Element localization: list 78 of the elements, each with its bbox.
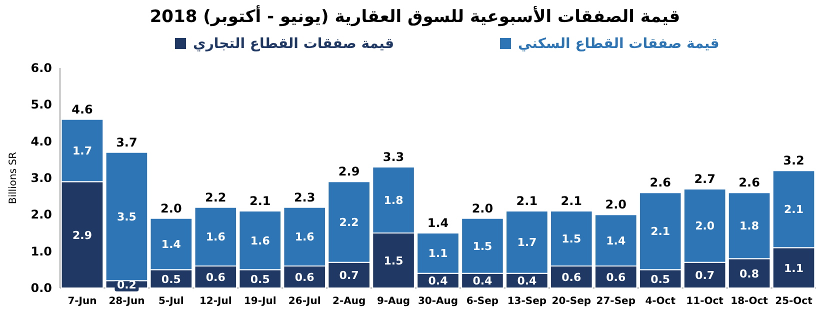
x-tick-label: 25-Oct (775, 296, 813, 307)
data-label: 2.1 (650, 225, 670, 238)
total-label: 2.0 (160, 201, 182, 216)
x-tick-label: 28-Jun (108, 296, 145, 307)
x-tick-label: 9-Aug (376, 296, 410, 307)
data-label: 1.4 (161, 238, 182, 251)
total-label: 2.2 (205, 190, 226, 204)
y-tick-label: 4.0 (30, 134, 52, 148)
y-tick-label: 3.0 (30, 171, 52, 185)
total-label: 3.3 (382, 150, 404, 164)
x-tick-label: 20-Sep (552, 296, 592, 307)
data-label: 1.7 (517, 236, 537, 250)
data-label: 0.5 (250, 272, 270, 286)
data-label: 0.8 (740, 267, 760, 280)
data-label: 0.7 (695, 269, 715, 282)
total-label: 4.6 (72, 102, 93, 116)
legend-label: قيمة صفقات القطاع السكني (518, 36, 720, 52)
data-label: 1.6 (206, 230, 226, 244)
data-label: 1.7 (72, 144, 92, 158)
total-label: 3.2 (783, 154, 804, 168)
y-tick-label: 0.0 (30, 281, 52, 295)
x-tick-label: 6-Sep (466, 296, 499, 307)
y-tick-label: 5.0 (30, 98, 52, 112)
x-tick-label: 26-Jul (288, 296, 321, 307)
data-label: 0.4 (428, 274, 448, 288)
data-label: 0.5 (161, 272, 181, 286)
data-label: 0.6 (206, 271, 226, 284)
y-tick-label: 6.0 (30, 61, 52, 75)
data-label: 1.5 (472, 240, 492, 253)
x-tick-label: 7-Jun (68, 296, 97, 307)
x-tick-label: 4-Oct (645, 296, 676, 307)
x-tick-label: 11-Oct (686, 296, 724, 307)
y-tick-label: 2.0 (30, 208, 52, 222)
data-label: 2.1 (784, 203, 804, 216)
data-label: 0.4 (517, 274, 538, 288)
data-label: 1.8 (740, 220, 760, 233)
data-label: 1.5 (384, 254, 404, 268)
total-label: 2.6 (650, 176, 671, 190)
x-tick-label: 19-Jul (244, 296, 276, 307)
data-label: 1.4 (606, 234, 626, 248)
data-label: 1.1 (784, 262, 804, 275)
data-label: 0.4 (472, 274, 493, 288)
x-tick-label: 2-Aug (332, 296, 366, 307)
total-label: 2.3 (294, 190, 316, 204)
total-label: 2.0 (605, 198, 627, 212)
data-label: 0.6 (294, 271, 315, 284)
legend-label: قيمة صفقات القطاع التجاري (193, 36, 394, 52)
data-label: 3.5 (116, 210, 136, 224)
total-label: 2.7 (694, 172, 716, 186)
total-label: 1.4 (427, 216, 449, 230)
data-label: 0.6 (606, 271, 626, 284)
title: قيمة الصفقات الأسبوعية للسوق العقارية (يونيو - أكتوبر) 2018 (150, 7, 680, 27)
data-label: 1.6 (294, 230, 315, 244)
y-tick-label: 1.0 (30, 244, 52, 258)
x-tick-label: 27-Sep (596, 296, 636, 307)
total-label: 2.1 (249, 194, 271, 208)
total-label: 2.0 (472, 201, 494, 216)
total-label: 2.6 (738, 176, 760, 190)
data-label: 1.6 (250, 234, 270, 248)
data-label: 0.7 (339, 269, 359, 282)
data-label: 2.0 (695, 220, 715, 233)
x-tick-label: 5-Jul (158, 296, 184, 307)
total-label: 2.9 (338, 164, 360, 179)
x-tick-label: 18-Oct (730, 296, 768, 307)
data-label: 0.5 (650, 272, 670, 286)
x-tick-label: 13-Sep (507, 296, 547, 307)
data-label: 2.2 (339, 216, 359, 229)
total-label: 3.7 (116, 135, 138, 150)
data-label: 1.5 (562, 232, 582, 246)
data-label: 0.6 (562, 271, 582, 284)
x-tick-label: 30-Aug (418, 296, 458, 307)
data-label: 1.8 (384, 194, 404, 207)
data-label: 1.1 (428, 247, 448, 260)
ylabel: Billions SR (8, 152, 19, 204)
total-label: 2.1 (516, 194, 538, 208)
x-tick-label: 12-Jul (199, 296, 232, 307)
data-label: 2.9 (72, 228, 92, 242)
total-label: 2.1 (560, 194, 582, 208)
